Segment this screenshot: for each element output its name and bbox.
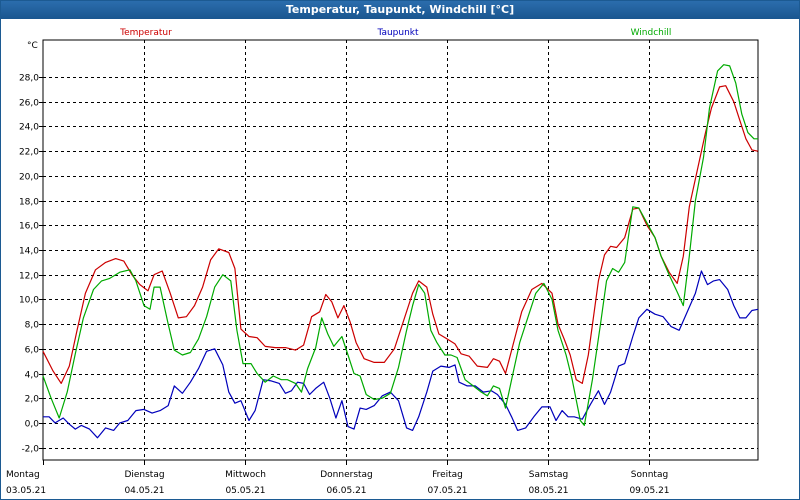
grid-lines <box>43 40 758 460</box>
x-tick-weekday: Mittwoch <box>225 470 266 480</box>
x-tick-weekday: Sonntag <box>631 470 668 480</box>
x-tick-weekday: Freitag <box>432 470 463 480</box>
y-tick-label: 26,0 <box>19 99 39 109</box>
series-line-temperatur <box>42 85 759 384</box>
series-line-taupunkt <box>43 270 759 439</box>
y-tick-label: 22,0 <box>19 148 39 158</box>
legend-temperatur: Temperatur <box>119 28 172 38</box>
y-tick-label: 8,0 <box>25 321 40 331</box>
y-tick-label: 6,0 <box>25 346 40 356</box>
y-tick-label: 14,0 <box>19 247 39 257</box>
legend: Temperatur Taupunkt Windchill <box>119 28 671 38</box>
x-tick-date: 05.05.21 <box>225 486 265 496</box>
y-tick-label: 18,0 <box>19 198 39 208</box>
y-tick-label: 20,0 <box>19 173 39 183</box>
legend-windchill: Windchill <box>631 28 672 38</box>
y-tick-label: 10,0 <box>19 296 39 306</box>
y-unit-label: °C <box>27 41 38 51</box>
y-tick-label: 24,0 <box>19 123 39 133</box>
x-tick-weekday: Samstag <box>529 470 568 480</box>
series-lines <box>42 64 759 439</box>
y-tick-label: 28,0 <box>19 74 39 84</box>
legend-taupunkt: Taupunkt <box>376 28 419 38</box>
y-tick-label: 16,0 <box>19 222 39 232</box>
y-tick-label: 0,0 <box>25 420 40 430</box>
x-tick-date: 09.05.21 <box>629 486 669 496</box>
x-tick-weekday: Montag <box>6 470 40 480</box>
x-tick-date: 04.05.21 <box>124 486 164 496</box>
x-tick-date: 07.05.21 <box>427 486 467 496</box>
y-tick-label: -2,0 <box>21 445 39 455</box>
x-tick-weekday: Dienstag <box>124 470 164 480</box>
x-tick-date: 08.05.21 <box>528 486 568 496</box>
y-tick-label: 4,0 <box>25 371 40 381</box>
chart-title: Temperatur, Taupunkt, Windchill [°C] <box>1 1 799 19</box>
x-axis: Montag 03.05.21 Dienstag 04.05.21 Mittwoch 05… <box>6 460 670 496</box>
x-tick-weekday: Donnerstag <box>320 470 373 480</box>
y-tick-label: 2,0 <box>25 395 40 405</box>
y-axis: °C -2,0 0,0 2,0 4,0 6,0 8,0 10,0 12,0 14,0 16,0 18,… <box>19 41 43 455</box>
x-tick-date: 06.05.21 <box>326 486 366 496</box>
y-tick-label: 12,0 <box>19 272 39 282</box>
x-tick-date: 03.05.21 <box>6 486 46 496</box>
series-line-windchill <box>42 64 758 426</box>
